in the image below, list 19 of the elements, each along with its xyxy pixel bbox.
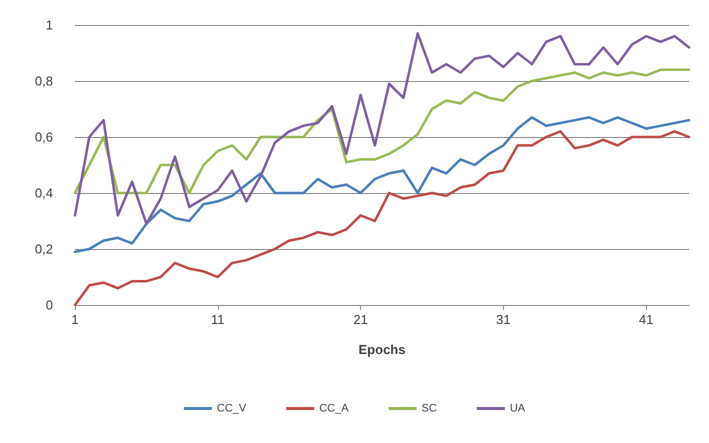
x-tick-label: 11 [211, 312, 225, 327]
legend-label: UA [510, 402, 526, 414]
legend-label: CC_A [319, 402, 350, 414]
x-tick-label: 41 [638, 312, 654, 327]
line-series [74, 116, 690, 254]
line-series [74, 32, 690, 226]
y-tick-label: 0 [46, 298, 53, 312]
y-tick-label: 0,8 [34, 74, 53, 88]
y-tick-label: 1 [46, 18, 53, 32]
x-tick-label: 31 [496, 312, 511, 327]
legend-label: SC [422, 402, 437, 414]
x-tick-label: 1 [71, 312, 79, 327]
y-tick-label: 0,6 [34, 130, 53, 144]
x-axis-title: Epochs [358, 342, 406, 357]
y-tick-label: 0,2 [34, 242, 53, 256]
line-series [74, 130, 690, 306]
legend-label: CC_V [216, 402, 247, 414]
y-tick-label: 0,4 [34, 186, 53, 200]
x-tick-label: 21 [353, 312, 368, 327]
